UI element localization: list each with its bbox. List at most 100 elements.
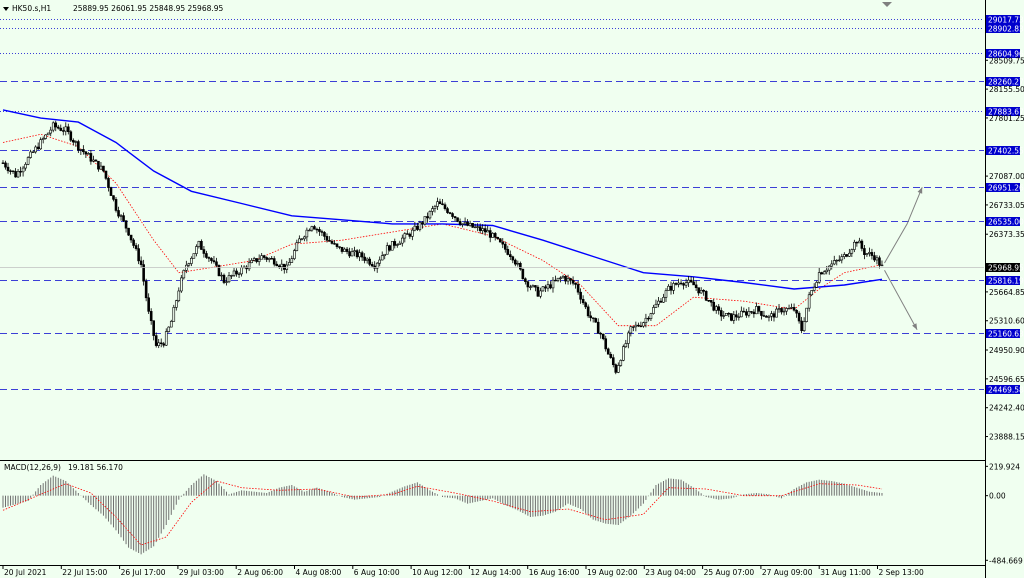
candle-body [149,311,153,322]
time-tick-label: 29 Jul 03:00 [179,568,224,577]
level-price-label: 27883.67 [988,108,1024,117]
candle-body [34,146,37,153]
candle-body [762,315,766,317]
candle-body [245,266,248,270]
candle-body [624,343,628,348]
candle-body [589,315,592,319]
candle-body [26,157,30,165]
candle-body [252,258,256,261]
level-price-label: 25160.63 [988,330,1024,339]
candle-body [72,139,75,143]
candle-body [134,245,138,249]
candle-body [822,271,826,275]
time-tick-label: 23 Aug 04:00 [645,568,696,577]
candle-body [192,253,196,259]
candle-body [280,263,284,268]
candle-body [795,309,798,314]
level-price-box [986,183,1020,192]
candle-body [39,139,42,150]
candle-body [350,251,354,257]
candle-body [147,297,150,312]
candle-body [604,338,608,350]
time-tick-label: 22 Jul 15:00 [62,568,107,577]
candle-body [190,257,193,264]
candle-body [810,290,813,296]
candle-body [853,241,856,250]
level-price-label: 28260.27 [988,78,1024,87]
candle-body [559,277,562,279]
price-tick-label: 25310.60 [989,317,1024,326]
candle-body [31,151,35,154]
candle-body [6,166,10,172]
candle-body [463,221,467,225]
candle-body [679,282,683,285]
candle-body [614,364,618,373]
candle-body [845,254,849,257]
candle-body [835,259,839,262]
candle-body [491,233,495,238]
candle-body [516,262,520,265]
candle-body [802,321,806,332]
time-tick-label: 12 Aug 14:00 [470,568,521,577]
scroll-marker-icon[interactable] [882,2,892,7]
candle-body [654,303,658,308]
candle-body [109,187,113,196]
candle-body [230,275,233,277]
candle-body [684,282,688,286]
candle-body [755,306,758,315]
candle-body [277,265,281,268]
candle-body [875,257,879,261]
price-tick-label: 24596.65 [989,375,1024,384]
candle-body [594,318,597,323]
candle-body [868,252,871,254]
candle-body [737,316,741,318]
candle-body [272,258,276,265]
candle-body [473,226,477,229]
candle-body [290,258,294,263]
candle-body [599,332,603,335]
candle-body [64,126,68,132]
candle-body [390,241,394,251]
chart-menu-arrow-icon[interactable] [3,7,9,11]
candle-body [61,130,65,132]
candle-body [403,233,407,239]
arrow-head-icon [912,323,918,330]
candle-body [313,226,316,230]
candle-body [649,313,653,319]
candle-body [235,270,238,275]
candle-body [709,300,713,303]
candle-body [724,313,728,316]
candle-body [433,206,437,209]
candle-body [431,208,434,212]
macd-signal-line [2,480,883,546]
level-price-label: 28604.96 [988,50,1024,59]
candle-body [9,170,12,172]
candle-body [508,254,512,258]
time-tick-label: 4 Aug 08:00 [296,568,342,577]
candle-body [760,310,763,316]
candle-body [298,238,301,243]
candle-body [627,332,630,344]
candle-body [107,178,110,188]
candle-body [335,243,339,247]
candle-body [451,213,454,217]
price-tick-label: 27087.00 [989,172,1024,181]
candle-body [270,258,274,260]
candle-body [790,307,793,309]
candle-body [722,315,726,317]
candle-body [551,279,555,289]
candle-body [117,210,120,217]
candle-body [493,233,497,238]
candle-body [401,237,404,244]
candle-body [177,290,181,301]
candle-body [812,286,816,291]
candle-body [418,222,422,230]
candle-body [800,320,803,332]
candle-body [652,307,655,314]
candle-body [662,297,665,303]
candle-body [478,226,482,231]
level-price-label: 27402.55 [988,147,1024,156]
candle-body [742,310,746,313]
